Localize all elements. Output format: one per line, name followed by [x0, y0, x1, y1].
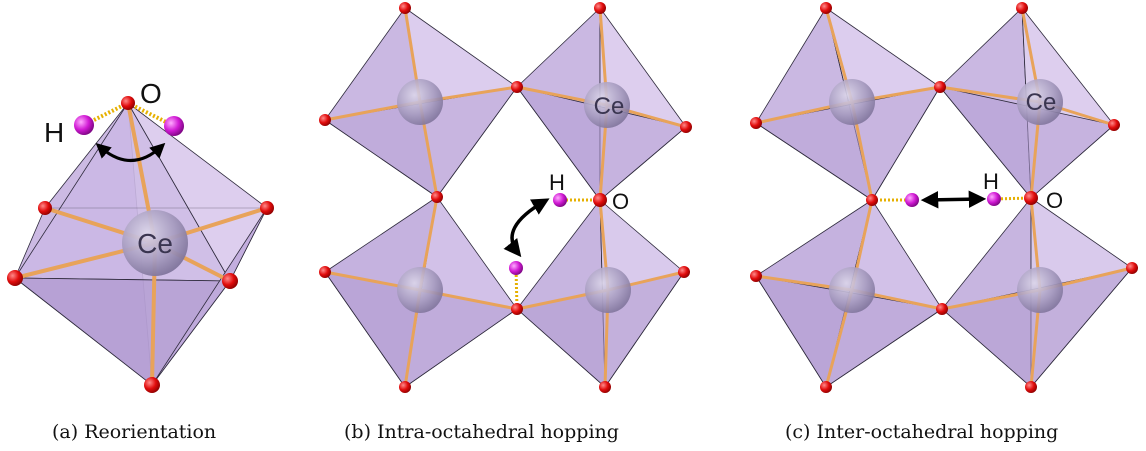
hydrogen-label: H — [44, 117, 64, 148]
inter-hopping-arrow — [920, 190, 987, 209]
cerium-atoms-c — [829, 79, 1063, 313]
hydrogen-label: H — [983, 169, 999, 194]
caption-a: (a) Reorientation — [52, 421, 217, 443]
hydrogen-atom-alt — [509, 261, 523, 275]
oxygen-atoms-c — [750, 2, 1138, 393]
cerium-label: Ce — [1026, 89, 1057, 116]
cerium-atoms-b — [397, 79, 631, 313]
octahedra-c — [755, 7, 1133, 388]
hydrogen-atom — [74, 115, 94, 135]
hydrogen-atom — [987, 192, 1001, 206]
oxygen-label: O — [140, 78, 162, 109]
cerium-atom — [122, 210, 188, 276]
oxygen-label: O — [1046, 188, 1063, 213]
hydrogen-label: H — [549, 170, 565, 195]
oxygen-atoms-a — [7, 96, 274, 393]
panel-c: Ce H O — [750, 2, 1138, 393]
intra-hopping-arrow — [503, 198, 550, 258]
hydrogen-atom — [553, 193, 567, 207]
cerium-label: Ce — [137, 228, 173, 259]
oxygen-atoms-b — [319, 2, 692, 393]
oxygen-label: O — [612, 189, 629, 214]
panel-b: Ce H O — [319, 2, 692, 393]
panel-a: Ce H O — [7, 78, 274, 393]
hydrogen-atom-alt — [164, 116, 184, 136]
octahedra-b — [324, 7, 687, 388]
caption-b: (b) Intra-octahedral hopping — [344, 421, 619, 443]
caption-c: (c) Inter-octahedral hopping — [785, 421, 1059, 443]
hydrogen-atom-alt — [905, 193, 919, 207]
cerium-label: Ce — [594, 93, 625, 120]
reorientation-arrow — [95, 142, 166, 162]
